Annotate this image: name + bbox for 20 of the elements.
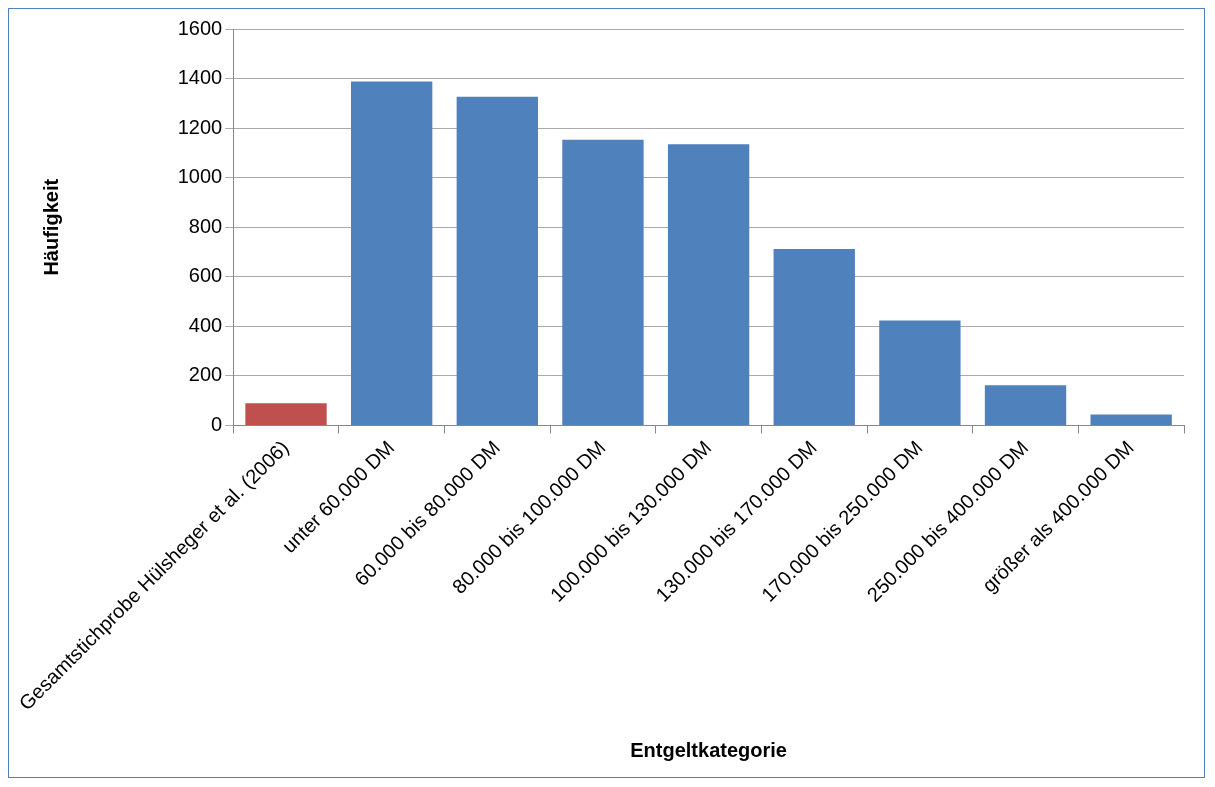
y-axis-title: Häufigkeit: [40, 178, 63, 276]
bar: [1090, 414, 1172, 425]
y-tick-label: 200: [188, 363, 223, 386]
x-axis-title: Entgeltkategorie: [630, 738, 787, 761]
y-tick-label: 1600: [177, 16, 223, 39]
y-tick-label: 1200: [177, 115, 223, 138]
y-tick-label: 1400: [177, 66, 223, 89]
y-tick-label: 400: [188, 313, 223, 336]
y-tick-label: 600: [188, 264, 223, 287]
y-tick-label: 0: [211, 413, 223, 435]
y-tick-label: 800: [188, 214, 223, 237]
y-tick-label: 1000: [177, 165, 223, 188]
bar: [245, 403, 327, 425]
bar: [456, 96, 538, 425]
bar: [773, 249, 855, 425]
bar: [667, 144, 750, 425]
bar: [350, 81, 433, 425]
bar: [984, 385, 1067, 425]
bar: [879, 320, 961, 425]
bar: [562, 139, 644, 425]
